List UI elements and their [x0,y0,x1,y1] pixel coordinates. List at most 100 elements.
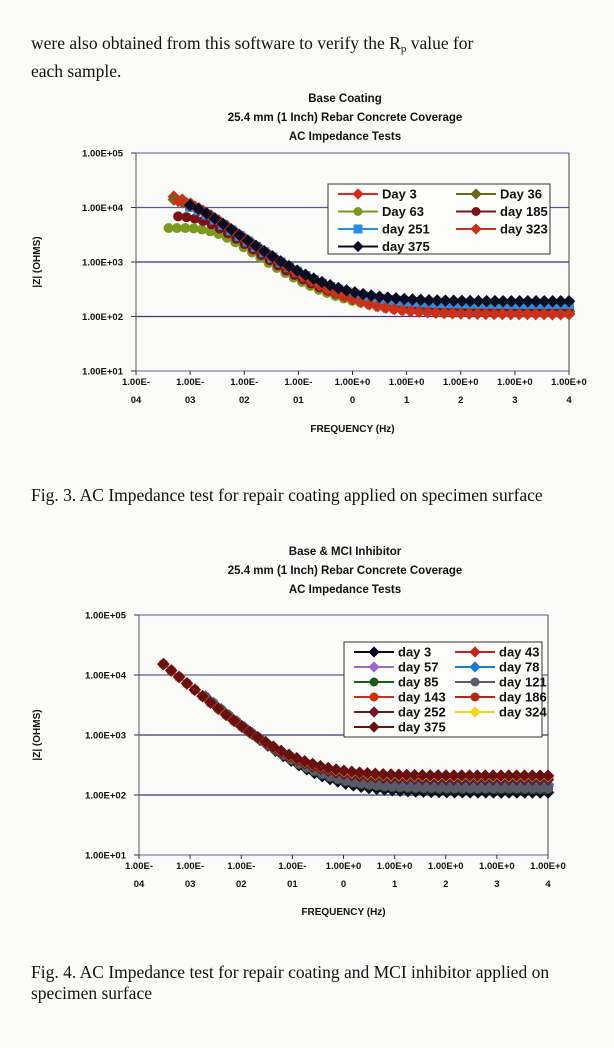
chart1-legend-label: day 323 [500,222,548,237]
chart2-data-point [227,714,241,727]
chart1-data-point [381,291,395,304]
chart1-data-point [363,298,376,311]
chart2-data-point [408,768,421,782]
chart1-x-tick-label: 3 [512,395,517,406]
chart1-data-point [356,287,370,301]
chart1-data-point [505,294,518,308]
chart2-legend-label: day 121 [499,675,547,690]
chart2-data-point [424,769,437,782]
chart2-data-point [533,769,547,782]
chart2-data-point [510,769,523,782]
chart2-data-point [410,782,421,793]
chart1-data-point [189,213,200,224]
chart2-data-point [504,783,515,794]
chart1-data-point [266,250,279,263]
chart2-data-point [496,783,507,794]
chart2-x-axis-label: FREQUENCY (Hz) [301,907,385,918]
chart1-legend-marker [353,207,363,216]
chart2-legend-label: day 143 [398,690,446,705]
chart2-data-point [478,769,492,782]
chart1-x-tick-label: 4 [566,395,572,406]
chart1-data-point [513,294,526,308]
chart1-data-point [438,306,451,320]
chart2-x-tick-label: 3 [494,879,499,890]
chart2-data-point [188,683,202,697]
chart1-data-point [439,294,452,307]
chart2-data-point [502,769,516,782]
chart2-data-point [212,702,225,715]
chart2-x-tick-label: 1.00E- [176,861,204,872]
chart1-legend-label: Day 3 [382,187,417,202]
chart2-data-point [441,782,452,793]
chart2-data-point [463,769,476,782]
chart1-data-point [462,307,476,320]
chart2-data-point [337,764,351,778]
chart1-x-tick-label: 1.00E- [122,377,150,388]
chart2-data-point [471,769,484,782]
chart2-legend-label: day 57 [398,660,438,675]
chart2-x-tick-label: 1.00E+0 [326,861,362,872]
chart2-legend-marker [368,661,380,673]
chart1-data-point [537,307,551,321]
chart2-data-point [387,781,398,792]
chart2-data-point [472,783,483,794]
chart1-data-point [538,295,551,308]
chart1-x-tick-label: 02 [239,395,250,406]
chart2-x-tick-label: 1 [392,879,398,890]
chart2-data-point [535,783,546,794]
chart2-y-tick-label: 1.00E+05 [85,611,127,622]
chart1-x-tick-label: 1 [404,395,410,406]
chart1-data-point [274,255,287,268]
chart1-x-tick-label: 1.00E- [176,377,204,388]
chart1-legend-label: Day 36 [500,187,542,202]
chart1-legend-marker [353,224,363,234]
chart2-data-point [376,767,390,781]
chart2-y-tick-label: 1.00E+02 [85,791,126,802]
chart2-legend-label: day 252 [398,705,446,720]
chart2-data-point [321,761,335,775]
chart2-x-tick-label: 1.00E+0 [428,861,464,872]
chart1-series-group [163,190,576,321]
chart2-data-point [457,782,468,793]
chart1-x-tick-label: 1.00E+0 [389,377,425,388]
chart1-data-point [496,294,510,308]
chart2-y-axis-label: |Z| (OHMS) [32,709,43,760]
chart1-x-tick-label: 1.00E- [230,377,258,388]
chart2-data-point [164,664,178,677]
chart2-data-point [369,767,382,781]
chart1-x-tick-label: 01 [293,395,304,406]
chart2-data-point [449,782,460,793]
chart2-data-point [418,782,429,793]
chart1-data-point [487,307,501,321]
chart2-data-point [400,768,413,782]
chart1-data-point [488,294,502,308]
chart1-data-point [180,223,191,234]
chart2-legend-box [343,641,543,738]
chart2-x-tick-label: 01 [287,879,298,890]
chart2-data-point [543,783,553,794]
chart1-y-tick-label: 1.00E+05 [82,149,124,160]
chart1-data-point [480,294,493,308]
chart2-legend-label: day 78 [499,660,539,675]
chart1-title-line: Base Coating [308,93,382,105]
chart1-data-point [546,295,559,308]
chart1-title: Base Coating 25.4 mm (1 Inch) Rebar Conc… [130,90,560,147]
chart2-data-point [511,783,522,794]
chart2-x-tick-label: 0 [341,879,346,890]
chart1-data-point [529,295,543,308]
chart2-legend-label: day 324 [499,705,547,720]
chart2-data-point [392,768,406,782]
chart1-y-tick-label: 1.00E+03 [82,258,123,269]
chart2-x-tick-label: 1.00E+0 [530,861,566,872]
chart1-data-point [429,306,443,319]
chart1-data-point [192,202,205,216]
chart2-series [157,657,555,782]
chart2-data-point [157,657,170,671]
chart2-data-point [486,769,500,782]
chart2-data-point [527,783,538,794]
chart1-data-point [454,307,468,320]
chart1-data-point [388,302,401,316]
chart2-legend-marker [470,692,480,702]
chart2-x-tick-label: 03 [185,879,196,890]
chart2-legend-marker [469,646,481,658]
